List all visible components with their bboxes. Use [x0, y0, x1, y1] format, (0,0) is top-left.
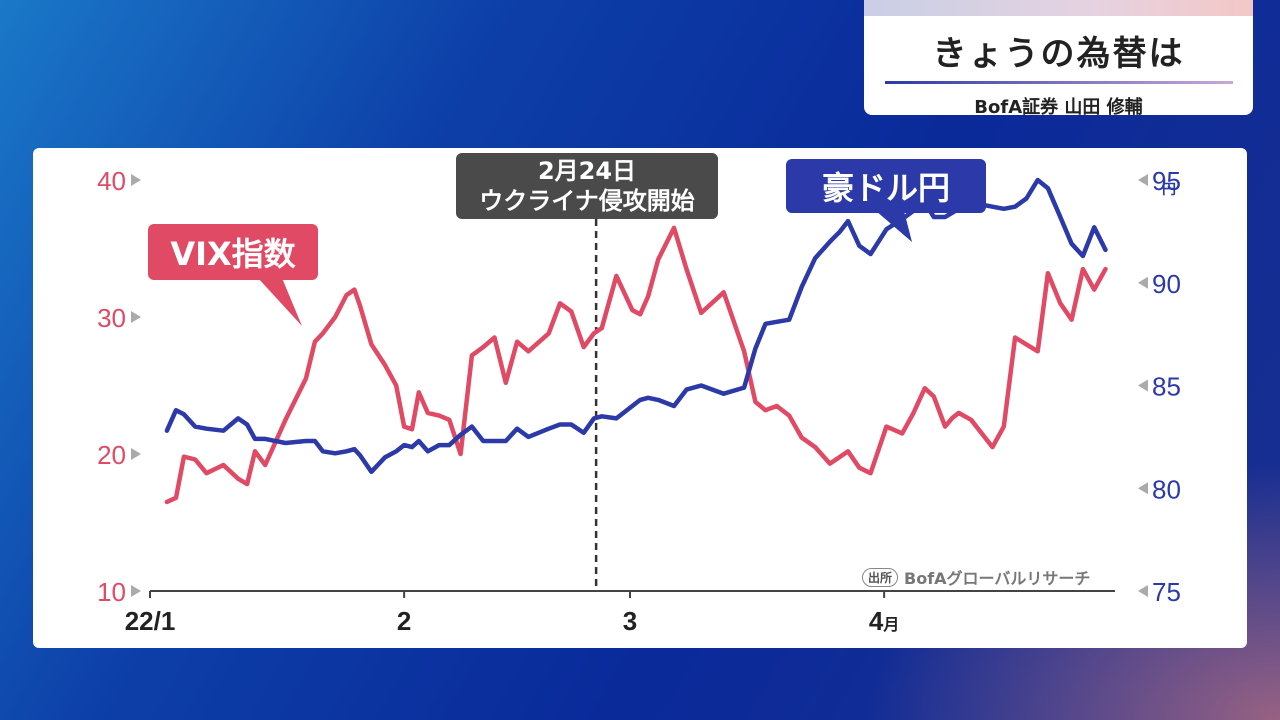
title-card-topbar — [864, 0, 1253, 16]
vix-callout-pointer — [258, 278, 302, 326]
right-axis-tick-label: 85 — [1152, 372, 1181, 402]
left-axis-tick-label: 30 — [97, 303, 126, 333]
left-axis-tick-arrow — [131, 174, 141, 186]
vix-series-line — [164, 225, 1108, 505]
right-axis-tick-label: 80 — [1152, 474, 1181, 504]
right-axis-tick-label: 75 — [1152, 577, 1181, 607]
program-title: きょうの為替は — [932, 34, 1185, 74]
aud-jpy-callout-pointer — [876, 211, 912, 242]
source-badge: 出所 — [862, 567, 899, 587]
source-note: 出所 BofAグローバルリサーチ — [862, 565, 1090, 589]
right-axis-tick-label: 95 — [1152, 166, 1181, 196]
left-axis-tick-arrow — [131, 311, 141, 323]
event-description: ウクライナ侵攻開始 — [479, 187, 695, 215]
right-axis-tick-arrow — [1138, 585, 1148, 597]
left-axis-tick-label: 20 — [97, 440, 126, 470]
right-axis-tick-arrow — [1138, 482, 1148, 495]
aud-jpy-series-line — [164, 177, 1108, 475]
x-tick-label: 22/1 — [125, 606, 176, 636]
x-tick-label: 4月 — [869, 606, 899, 636]
left-axis-tick-arrow — [131, 448, 141, 460]
event-date: 2月24日 — [537, 157, 637, 185]
right-axis-tick-arrow — [1138, 379, 1148, 392]
event-label: 2月24日 ウクライナ侵攻開始 — [456, 153, 718, 219]
x-tick-label: 3 — [623, 606, 637, 636]
aud-jpy-series-label: 豪ドル円 — [786, 159, 986, 213]
right-axis-unit: 円 — [1162, 182, 1176, 198]
left-axis-tick-label: 40 — [97, 166, 126, 196]
source-text: BofAグローバルリサーチ — [904, 569, 1091, 588]
right-axis-tick-label: 90 — [1152, 269, 1181, 299]
title-divider — [884, 81, 1233, 84]
right-axis-tick-arrow — [1138, 174, 1148, 186]
vix-series-label: VIX指数 — [148, 224, 318, 280]
right-axis-tick-arrow — [1138, 276, 1148, 289]
x-tick-label: 2 — [397, 606, 411, 636]
title-card: きょうの為替は BofA証券 山田 修輔 — [864, 0, 1253, 115]
left-axis-tick-arrow — [131, 585, 141, 597]
left-axis-tick-label: 10 — [97, 577, 126, 607]
commentator-name: BofA証券 山田 修輔 — [974, 97, 1143, 115]
